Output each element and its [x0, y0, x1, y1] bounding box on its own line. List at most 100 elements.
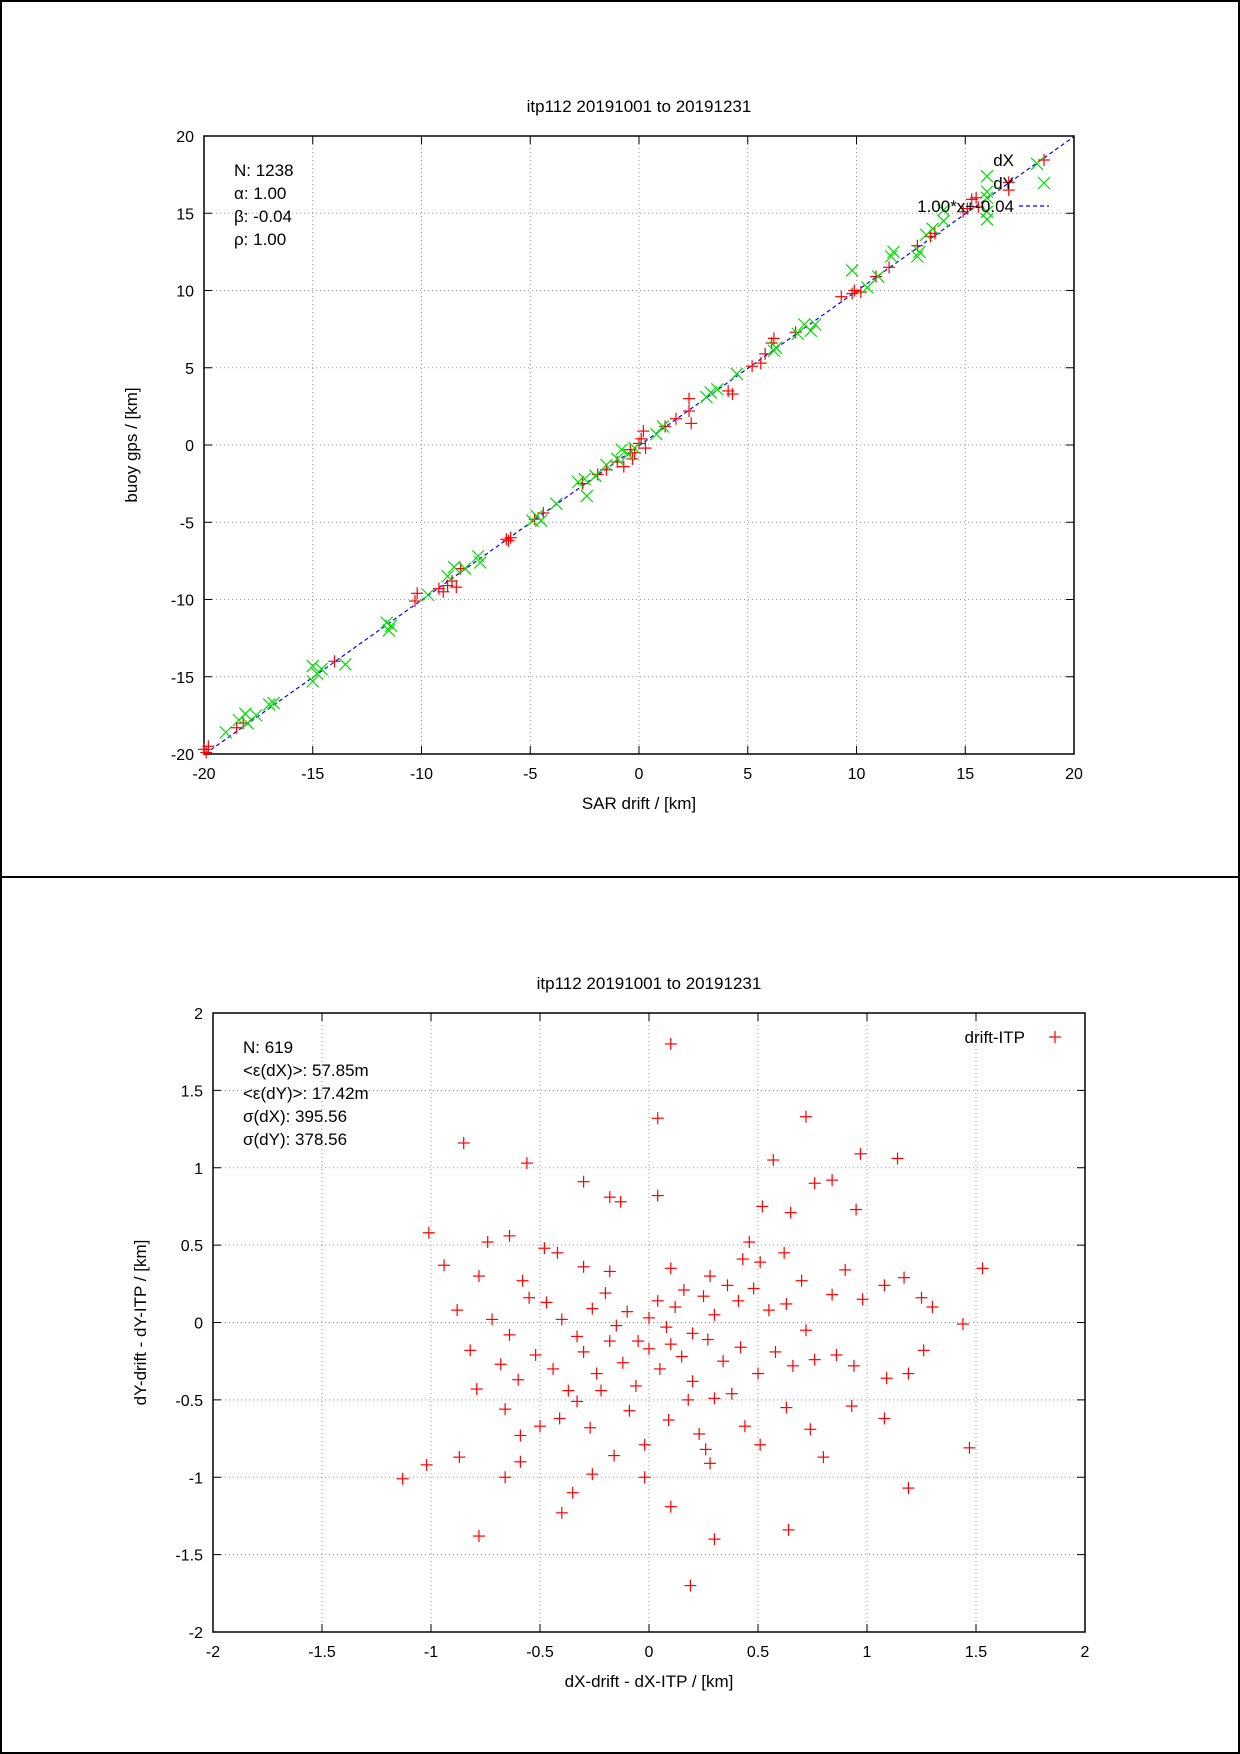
marker-stroke [306, 659, 320, 673]
data-point-dx [726, 388, 739, 401]
y-tick-label: -1.5 [175, 1548, 203, 1565]
data-point-dx [767, 332, 780, 345]
data-point-drift-itp [472, 1530, 485, 1543]
marker-stroke [937, 214, 950, 228]
data-point-dy [441, 569, 455, 583]
y-axis-label: buoy gps / [km] [122, 387, 141, 502]
marker-stroke [458, 562, 472, 576]
scatter-chart-residuals: itp112 20191001 to 20191231 -2 -1.5 -1 -0.5 0… [131, 974, 1090, 1691]
data-point-drift-itp [595, 1384, 608, 1397]
data-point-drift-itp [638, 1438, 651, 1451]
data-point-drift-itp [499, 1403, 512, 1416]
data-point-dy [910, 250, 924, 263]
y-tick-label: -5 [180, 515, 194, 532]
data-point-dx [669, 412, 682, 425]
data-point-drift-itp [651, 1112, 664, 1125]
x-tick-label: -1.5 [308, 1644, 336, 1661]
marker-stroke [249, 708, 263, 722]
x-tick-label: 0 [635, 766, 644, 783]
data-point-drift-itp [704, 1270, 717, 1283]
data-point-dx [685, 417, 698, 430]
data-point-dx [659, 420, 672, 433]
data-point-drift-itp [664, 1338, 677, 1351]
data-point-drift-itp [675, 1350, 688, 1363]
data-point-dx [854, 286, 867, 299]
data-point-dy [238, 707, 252, 721]
y-tick-label: -1 [189, 1470, 203, 1487]
data-point-dx [617, 460, 630, 473]
x-tick-label: -10 [410, 766, 433, 783]
data-point-drift-itp [516, 1274, 529, 1287]
data-point-drift-itp [878, 1412, 891, 1425]
data-point-drift-itp [586, 1302, 599, 1315]
data-point-drift-itp [799, 1110, 812, 1123]
data-point-dy [382, 623, 396, 637]
x-tick-label: 20 [1065, 766, 1083, 783]
marker-stroke [615, 443, 629, 457]
data-point-dx [576, 477, 589, 490]
marker-stroke [267, 696, 281, 710]
data-point-drift-itp [553, 1412, 566, 1425]
data-point-drift-itp [555, 1313, 568, 1326]
marker-stroke [937, 203, 950, 217]
data-point-drift-itp [632, 1335, 645, 1348]
data-point-drift-itp [638, 1471, 651, 1484]
data-point-drift-itp [708, 1392, 721, 1405]
data-point-dx [846, 287, 859, 300]
data-point-drift-itp [880, 1372, 893, 1385]
y-tick-label: -2 [189, 1625, 203, 1642]
data-point-dy [534, 514, 548, 528]
data-point-dy [980, 191, 994, 205]
marker-stroke [769, 341, 783, 355]
data-point-drift-itp [586, 1468, 599, 1481]
scatter-chart-drift: itp112 20191001 to 20191231 -20 -15 -10 -5 0 5… [122, 97, 1083, 813]
data-point-dy [730, 367, 744, 381]
data-point-drift-itp [826, 1174, 839, 1187]
data-point-drift-itp [577, 1345, 590, 1358]
y-tick-label: 0 [194, 1316, 203, 1333]
marker-stroke [380, 616, 394, 630]
data-point-dy [769, 341, 783, 355]
data-point-drift-itp [708, 1533, 721, 1546]
data-point-dy [615, 443, 629, 457]
data-point-dx [637, 425, 650, 438]
y-tick-label: 10 [176, 284, 194, 301]
marker-stroke [884, 250, 898, 263]
data-point-dy [267, 696, 281, 710]
marker-stroke [980, 169, 994, 183]
data-point-drift-itp [915, 1291, 928, 1304]
marker-stroke [767, 344, 781, 358]
marker-stroke [791, 327, 805, 341]
x-tick-label: 10 [848, 766, 866, 783]
data-point-dx [970, 191, 983, 204]
data-point-dy [421, 588, 435, 602]
data-point-drift-itp [754, 1256, 767, 1269]
marker-stroke [871, 270, 885, 284]
data-point-drift-itp [514, 1429, 527, 1442]
data-point-drift-itp [747, 1282, 760, 1295]
data-point-drift-itp [664, 1037, 677, 1050]
data-point-drift-itp [830, 1348, 843, 1361]
data-point-drift-itp [662, 1413, 675, 1426]
x-tick-label: 2 [1081, 1644, 1090, 1661]
data-point-drift-itp [643, 1342, 655, 1355]
x-tick-label: 1.5 [965, 1644, 987, 1661]
legend-label: drift-ITP [965, 1028, 1025, 1047]
data-point-dy [578, 472, 592, 486]
marker-stroke [704, 386, 718, 399]
data-point-drift-itp [845, 1400, 858, 1413]
data-point-drift-itp [610, 1319, 623, 1332]
data-point-drift-itp [494, 1358, 507, 1371]
x-tick-label: 5 [743, 766, 752, 783]
data-point-drift-itp [551, 1246, 564, 1259]
data-point-drift-itp [686, 1375, 699, 1388]
x-tick-label: 0 [645, 1644, 654, 1661]
data-point-drift-itp [677, 1284, 690, 1297]
data-point-dx [870, 270, 883, 283]
data-point-dy [937, 203, 950, 217]
marker-stroke [656, 420, 670, 433]
data-point-drift-itp [420, 1458, 433, 1471]
data-point-drift-itp [786, 1359, 799, 1372]
data-point-dy [913, 245, 926, 259]
data-point-dy [704, 386, 718, 399]
